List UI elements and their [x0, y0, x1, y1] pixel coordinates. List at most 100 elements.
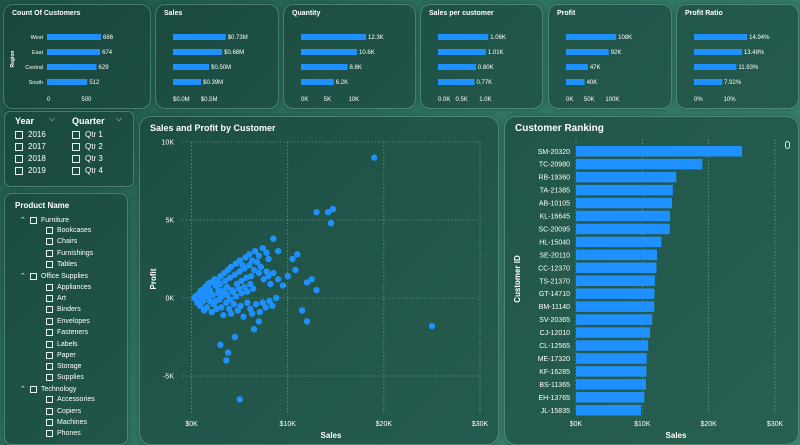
tree-item-envelopes[interactable]: Envelopes: [46, 318, 90, 325]
kpi-bar-label: $0.50M: [211, 65, 231, 71]
checkbox-icon: [30, 385, 37, 393]
scatter-point: [259, 244, 266, 252]
ranking-bar: [576, 366, 647, 377]
ranking-y-axis-title: Customer ID: [513, 255, 522, 303]
scatter-point: [260, 276, 267, 283]
scatter-point: [255, 252, 263, 260]
year-option-2017[interactable]: 2017: [15, 142, 46, 151]
year-option-2016[interactable]: 2016: [15, 130, 46, 139]
scatter-point: [213, 305, 220, 313]
kpi-bar: [47, 79, 88, 85]
scatter-point: [265, 255, 272, 263]
scatter-point: [308, 276, 315, 283]
scatter-point: [244, 288, 251, 295]
tree-item-binders[interactable]: Binders: [46, 306, 81, 313]
kpi-bar-label: 0.77K: [477, 80, 493, 86]
year-dropdown-chevron-icon[interactable]: ⌵: [49, 114, 56, 123]
scatter-point: [267, 280, 274, 288]
ranking-scrollbar[interactable]: [785, 141, 790, 149]
scatter-point: [235, 285, 242, 292]
tree-category-office-supplies[interactable]: ⌃ Office Supplies: [20, 272, 88, 280]
product-slicer-title: Product Name: [15, 201, 70, 210]
scatter-point: [197, 302, 204, 309]
chevron-up-icon[interactable]: ⌃: [20, 386, 26, 393]
tree-item-supplies[interactable]: Supplies: [46, 374, 84, 381]
scatter-point: [248, 310, 256, 317]
quarter-option-q1[interactable]: Qtr 1: [72, 130, 103, 139]
tree-item-appliances[interactable]: Appliances: [46, 284, 91, 291]
kpi-title: Quantity: [292, 10, 321, 17]
ranking-bar: [576, 184, 673, 196]
scatter-y-tick-label: -5K: [163, 374, 174, 381]
scatter-point: [294, 251, 301, 258]
checkbox-icon: [72, 142, 80, 151]
scatter-point: [269, 302, 276, 309]
tree-item-accessories[interactable]: Accessories: [46, 396, 95, 403]
scatter-point: [249, 285, 257, 292]
tree-item-phones[interactable]: Phones: [46, 430, 81, 437]
tree-item-copiers[interactable]: Copiers: [46, 408, 81, 415]
chevron-up-icon[interactable]: ⌃: [20, 273, 26, 280]
kpi-bar: [694, 64, 737, 70]
quarter-option-q4[interactable]: Qtr 4: [72, 166, 103, 175]
kpi-bar-label: 14.94%: [749, 35, 770, 41]
scatter-point: [257, 263, 265, 270]
scatter-point: [247, 280, 254, 288]
tree-item-fasteners[interactable]: Fasteners: [46, 329, 88, 336]
checkbox-icon: [46, 329, 53, 336]
scatter-point: [371, 154, 378, 161]
tree-item-machines[interactable]: Machines: [46, 419, 87, 426]
kpi-title: Count Of Customers: [12, 10, 81, 17]
scatter-point: [223, 291, 231, 299]
customer-ranking-chart[interactable]: $0K $10K $20K $30K SM-20320 TC-20980 RB-19360 T…: [505, 117, 798, 444]
year-option-2019[interactable]: 2019: [15, 166, 46, 175]
kpi-tick-label: 10K: [349, 97, 360, 103]
kpi-tick-label: 0.0K: [438, 97, 450, 103]
scatter-point: [259, 299, 266, 306]
ranking-bar: [576, 223, 670, 235]
tree-category-furniture[interactable]: ⌃ Furniture: [20, 216, 70, 224]
quarter-option-q3[interactable]: Qtr 3: [72, 154, 103, 163]
ranking-bar: [576, 158, 703, 170]
tree-item-chairs[interactable]: Chairs: [46, 238, 77, 245]
ranking-category-label: CJ-12010: [540, 330, 570, 337]
tree-item-bookcases[interactable]: Bookcases: [46, 227, 91, 234]
scatter-point: [428, 322, 436, 330]
kpi-chart: $0.73M $0.68M $0.50M $0.39M $0.0M $0.5M: [173, 34, 248, 103]
kpi-chart: 1.06K 1.01K 0.80K 0.77K 0.0K 0.5K 1.0K: [438, 34, 506, 103]
checkbox-icon: [46, 363, 53, 370]
tree-item-tables[interactable]: Tables: [46, 261, 77, 268]
tree-item-labels[interactable]: Labels: [46, 341, 78, 348]
ranking-category-label: EH-13765: [538, 395, 570, 402]
kpi-tick-label: 0: [47, 97, 51, 103]
quarter-dropdown-chevron-icon[interactable]: ⌵: [116, 114, 123, 123]
scatter-point: [238, 277, 245, 285]
scatter-y-tick-label: 5K: [165, 218, 174, 225]
kpi-bar-label: 47K: [590, 65, 601, 71]
kpi-bar-label: 0.80K: [478, 65, 494, 71]
scatter-point: [240, 313, 247, 320]
scatter-point: [270, 269, 277, 277]
tree-item-art[interactable]: Art: [46, 295, 66, 302]
year-option-2018[interactable]: 2018: [15, 154, 46, 163]
customer-ranking-card: Customer Ranking $0K $10K $20K $30K SM-20320…: [504, 116, 799, 445]
quarter-option-q2[interactable]: Qtr 2: [72, 142, 103, 151]
scatter-point: [279, 282, 287, 289]
scatter-chart[interactable]: $0K $10K $20K $30K 10K 5K 0K -5K Sales Profit: [140, 117, 498, 444]
scatter-point: [266, 297, 273, 305]
ranking-x-tick-label: $20K: [700, 421, 717, 428]
ranking-x-axis-title: Sales: [666, 431, 687, 440]
kpi-bar-label: 1.06K: [490, 35, 506, 41]
kpi-bar-label: 6.2K: [336, 80, 348, 86]
scatter-point: [223, 357, 230, 364]
checkbox-icon: [46, 284, 53, 291]
tree-item-furnishings[interactable]: Furnishings: [46, 250, 93, 257]
tree-item-storage[interactable]: Storage: [46, 363, 82, 370]
tree-item-paper[interactable]: Paper: [46, 352, 76, 359]
kpi-category-label: South: [29, 80, 43, 86]
tree-category-technology[interactable]: ⌃ Technology: [20, 385, 77, 393]
chevron-up-icon[interactable]: ⌃: [20, 217, 26, 224]
kpi-bar: [438, 34, 489, 40]
scatter-x-tick-label: $30K: [472, 421, 489, 428]
kpi-bar-label: 674: [102, 50, 113, 56]
